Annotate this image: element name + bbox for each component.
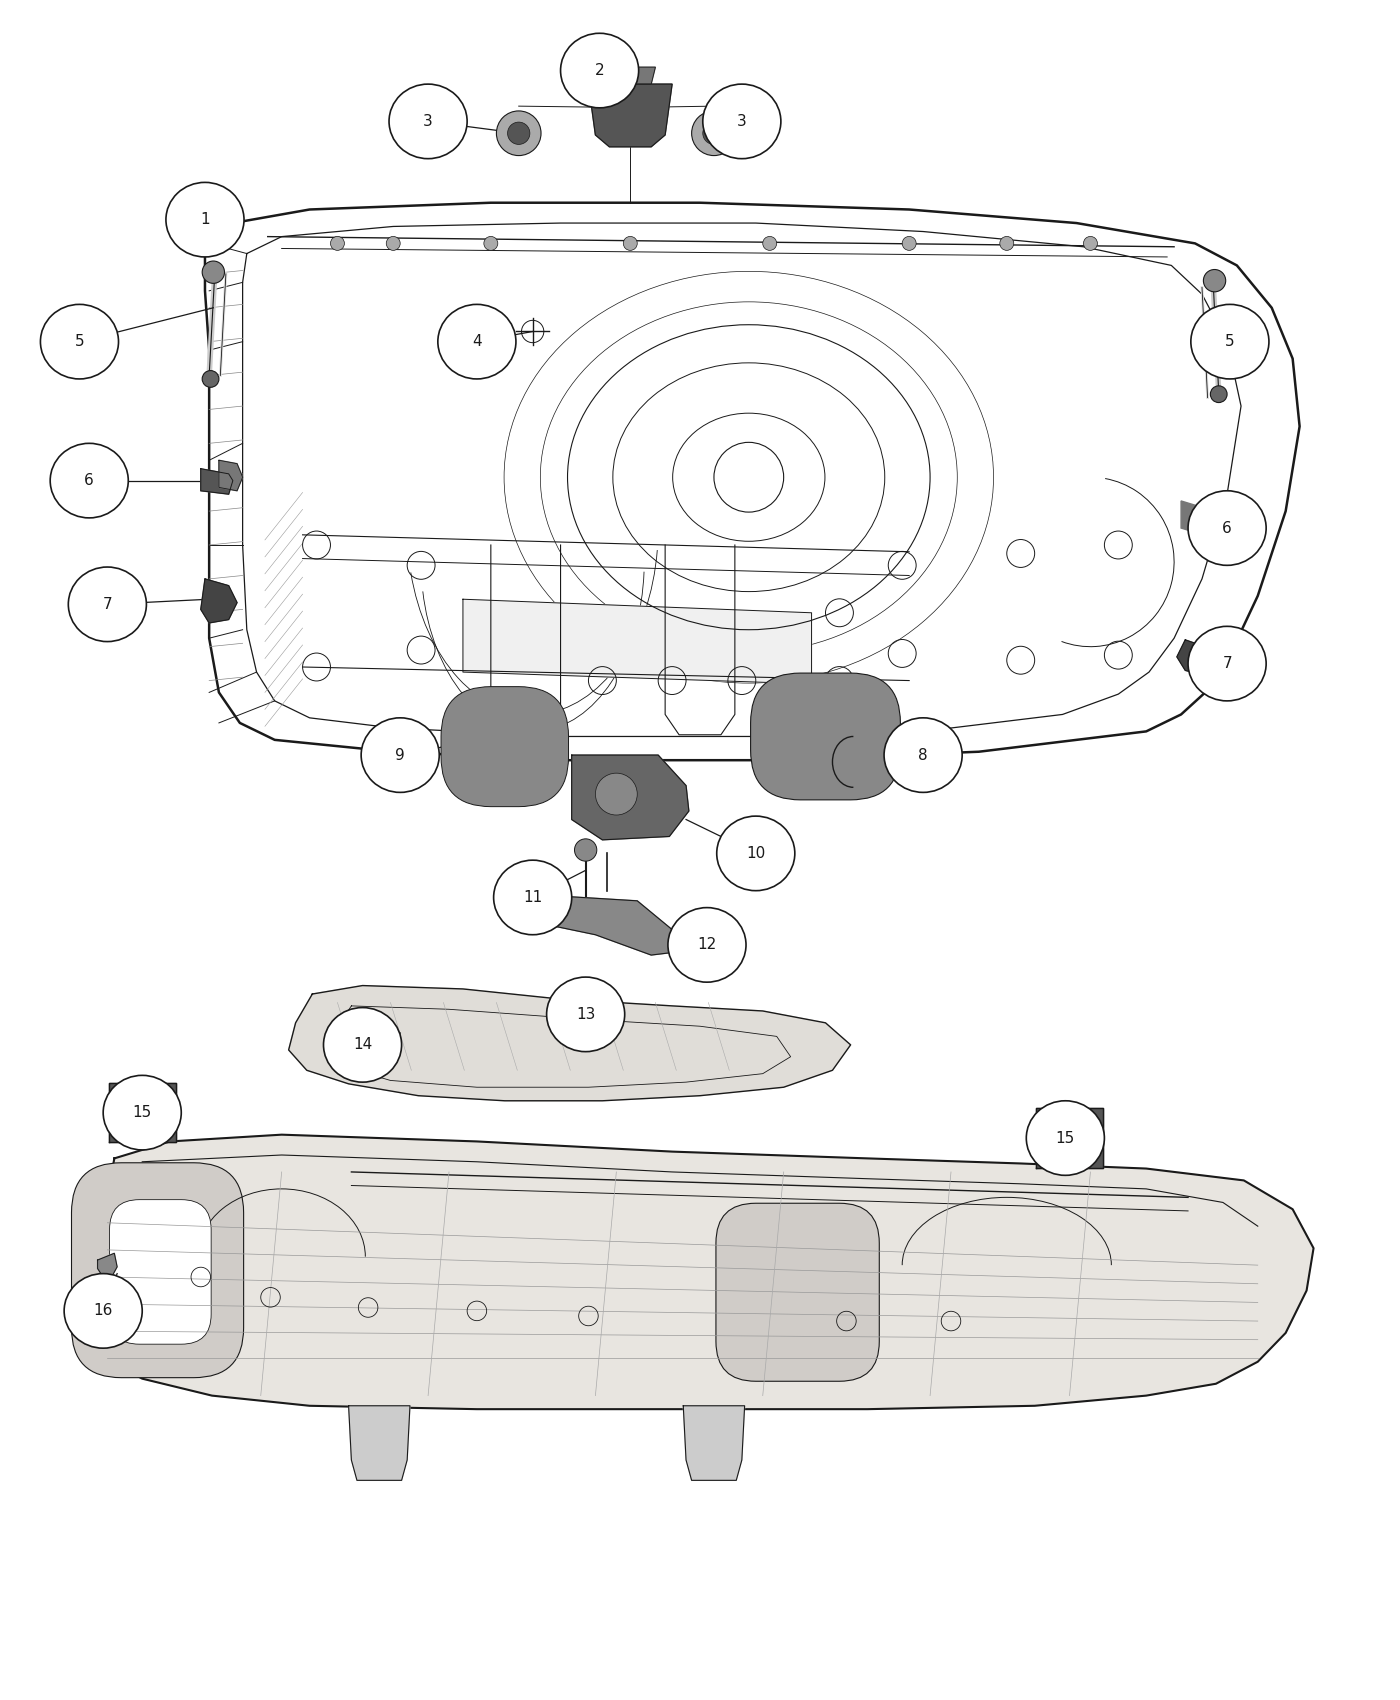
Circle shape — [386, 236, 400, 250]
FancyBboxPatch shape — [71, 1163, 244, 1377]
FancyBboxPatch shape — [715, 1204, 879, 1382]
Text: 6: 6 — [1222, 520, 1232, 536]
Text: 14: 14 — [353, 1037, 372, 1052]
Text: 7: 7 — [102, 597, 112, 612]
Circle shape — [330, 236, 344, 250]
Circle shape — [1084, 236, 1098, 250]
Polygon shape — [204, 202, 1299, 760]
Ellipse shape — [50, 444, 129, 518]
Circle shape — [202, 371, 218, 388]
Text: 10: 10 — [746, 847, 766, 860]
Circle shape — [623, 236, 637, 250]
Text: 3: 3 — [423, 114, 433, 129]
Ellipse shape — [560, 34, 638, 107]
Ellipse shape — [323, 1008, 402, 1083]
Polygon shape — [571, 755, 689, 840]
Ellipse shape — [717, 816, 795, 891]
Text: 7: 7 — [1222, 656, 1232, 672]
Ellipse shape — [487, 719, 522, 753]
Polygon shape — [1182, 502, 1204, 534]
Polygon shape — [1177, 639, 1214, 675]
Polygon shape — [200, 580, 237, 622]
Text: 8: 8 — [918, 748, 928, 763]
Ellipse shape — [41, 304, 119, 379]
Circle shape — [1211, 386, 1226, 403]
Ellipse shape — [494, 860, 571, 935]
Circle shape — [574, 838, 596, 862]
Text: 16: 16 — [94, 1304, 113, 1319]
Polygon shape — [539, 896, 679, 955]
FancyBboxPatch shape — [750, 673, 900, 801]
Polygon shape — [200, 469, 232, 495]
Circle shape — [902, 236, 916, 250]
Text: 2: 2 — [595, 63, 605, 78]
Ellipse shape — [104, 1076, 181, 1149]
Polygon shape — [73, 1134, 1313, 1409]
Circle shape — [202, 262, 224, 284]
Ellipse shape — [438, 304, 517, 379]
Polygon shape — [98, 1253, 118, 1277]
Circle shape — [497, 110, 540, 156]
Text: 3: 3 — [736, 114, 746, 129]
Text: 5: 5 — [74, 335, 84, 348]
Text: 5: 5 — [1225, 335, 1235, 348]
Ellipse shape — [361, 717, 440, 792]
Ellipse shape — [64, 1273, 143, 1348]
Polygon shape — [349, 1406, 410, 1481]
Polygon shape — [683, 1406, 745, 1481]
Ellipse shape — [1191, 304, 1268, 379]
Text: 15: 15 — [133, 1105, 151, 1120]
Circle shape — [484, 236, 498, 250]
FancyBboxPatch shape — [109, 1200, 211, 1345]
Polygon shape — [463, 598, 812, 683]
Ellipse shape — [167, 182, 244, 257]
Circle shape — [595, 774, 637, 814]
Ellipse shape — [703, 83, 781, 158]
Ellipse shape — [668, 908, 746, 983]
Polygon shape — [218, 461, 242, 491]
Ellipse shape — [546, 977, 624, 1052]
Text: 15: 15 — [1056, 1130, 1075, 1146]
Text: 12: 12 — [697, 937, 717, 952]
Text: 9: 9 — [395, 748, 405, 763]
Ellipse shape — [389, 83, 468, 158]
Polygon shape — [288, 986, 851, 1102]
Circle shape — [508, 122, 529, 144]
Ellipse shape — [1026, 1102, 1105, 1175]
Polygon shape — [588, 83, 672, 146]
Circle shape — [1204, 270, 1226, 292]
Text: 4: 4 — [472, 335, 482, 348]
Polygon shape — [1036, 1108, 1103, 1168]
Text: 1: 1 — [200, 212, 210, 228]
Polygon shape — [605, 68, 655, 83]
Ellipse shape — [883, 717, 962, 792]
Text: 13: 13 — [575, 1006, 595, 1022]
Circle shape — [703, 122, 725, 144]
Circle shape — [692, 110, 736, 156]
Circle shape — [763, 236, 777, 250]
Circle shape — [1000, 236, 1014, 250]
Ellipse shape — [1189, 626, 1266, 700]
Text: 6: 6 — [84, 473, 94, 488]
Text: 11: 11 — [524, 889, 542, 904]
Ellipse shape — [1189, 491, 1266, 566]
Polygon shape — [1200, 512, 1229, 539]
FancyBboxPatch shape — [441, 687, 568, 806]
Ellipse shape — [69, 568, 147, 641]
Polygon shape — [109, 1083, 175, 1142]
